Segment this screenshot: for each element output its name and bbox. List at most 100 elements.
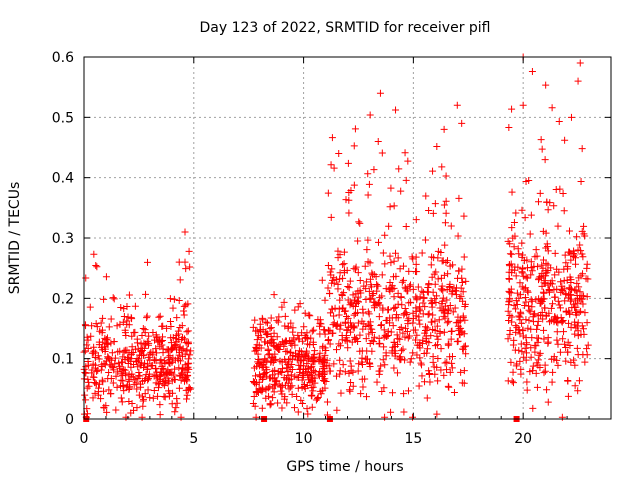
data-point [567, 249, 575, 257]
data-point [334, 247, 342, 255]
data-point [560, 285, 568, 293]
data-point [394, 254, 402, 262]
data-point [443, 285, 451, 293]
data-point [255, 332, 263, 340]
data-point [84, 345, 92, 353]
data-point [433, 341, 441, 349]
data-point [269, 353, 277, 361]
data-point [120, 366, 128, 374]
data-point [284, 367, 292, 375]
data-point [506, 326, 514, 334]
data-point [100, 404, 108, 412]
data-point [258, 362, 266, 370]
data-point [335, 311, 343, 319]
data-point [152, 333, 160, 341]
data-point [445, 317, 453, 325]
data-point [452, 291, 460, 299]
data-point [81, 391, 89, 399]
data-point [518, 268, 526, 276]
data-point [186, 351, 194, 359]
data-point [99, 314, 107, 322]
data-point [339, 304, 347, 312]
data-point [517, 340, 525, 348]
data-point [341, 318, 349, 326]
data-point [389, 322, 397, 330]
data-point [572, 260, 580, 268]
data-point [539, 288, 547, 296]
data-point [395, 165, 403, 173]
data-point [548, 277, 556, 285]
data-point [377, 362, 385, 370]
data-point [506, 294, 514, 302]
data-point [327, 271, 335, 279]
data-point-peak [181, 228, 189, 236]
data-point [344, 344, 352, 352]
data-point [84, 375, 92, 383]
data-point [447, 335, 455, 343]
data-point [250, 393, 258, 401]
data-point [554, 340, 562, 348]
data-point [376, 339, 384, 347]
y-axis-label: SRMTID / TECUs [7, 182, 23, 295]
data-point [564, 263, 572, 271]
data-point [549, 368, 557, 376]
data-point-peak [181, 258, 189, 266]
data-point [439, 287, 447, 295]
data-point [508, 188, 516, 196]
data-point [370, 298, 378, 306]
data-point [461, 342, 469, 350]
data-point [171, 365, 179, 373]
data-point [175, 344, 183, 352]
data-point [566, 291, 574, 299]
data-point [401, 149, 409, 157]
data-point [93, 263, 101, 271]
data-point [117, 394, 125, 402]
data-point [366, 295, 374, 303]
data-point [523, 274, 531, 282]
data-point [438, 163, 446, 171]
data-point [344, 283, 352, 291]
data-point [259, 316, 267, 324]
data-point [185, 247, 193, 255]
data-point [373, 378, 381, 386]
data-point [439, 294, 447, 302]
data-point [560, 265, 568, 273]
data-point [533, 383, 541, 391]
data-point [507, 285, 515, 293]
data-point [173, 314, 181, 322]
data-point [95, 355, 103, 363]
data-point [149, 328, 157, 336]
data-point [381, 331, 389, 339]
data-point [554, 222, 562, 230]
data-point [375, 313, 383, 321]
data-point [138, 413, 146, 421]
data-point-peak [458, 119, 466, 127]
data-point [370, 302, 378, 310]
data-point [534, 198, 542, 206]
data-point [281, 312, 289, 320]
data-point [396, 335, 404, 343]
data-point [356, 331, 364, 339]
data-point [422, 192, 430, 200]
data-point [459, 288, 467, 296]
data-point [529, 362, 537, 370]
data-point [183, 395, 191, 403]
data-point [462, 277, 470, 285]
data-point [531, 348, 539, 356]
data-point [523, 378, 531, 386]
data-point [87, 332, 95, 340]
data-point [320, 377, 328, 385]
data-point [399, 262, 407, 270]
data-point [423, 337, 431, 345]
data-point [440, 201, 448, 209]
data-point [390, 347, 398, 355]
data-point [577, 295, 585, 303]
data-point [295, 347, 303, 355]
data-point [302, 333, 310, 341]
data-point [269, 384, 277, 392]
data-point [557, 286, 565, 294]
data-point [556, 348, 564, 356]
data-point [300, 357, 308, 365]
data-point [390, 338, 398, 346]
data-point [528, 267, 536, 275]
